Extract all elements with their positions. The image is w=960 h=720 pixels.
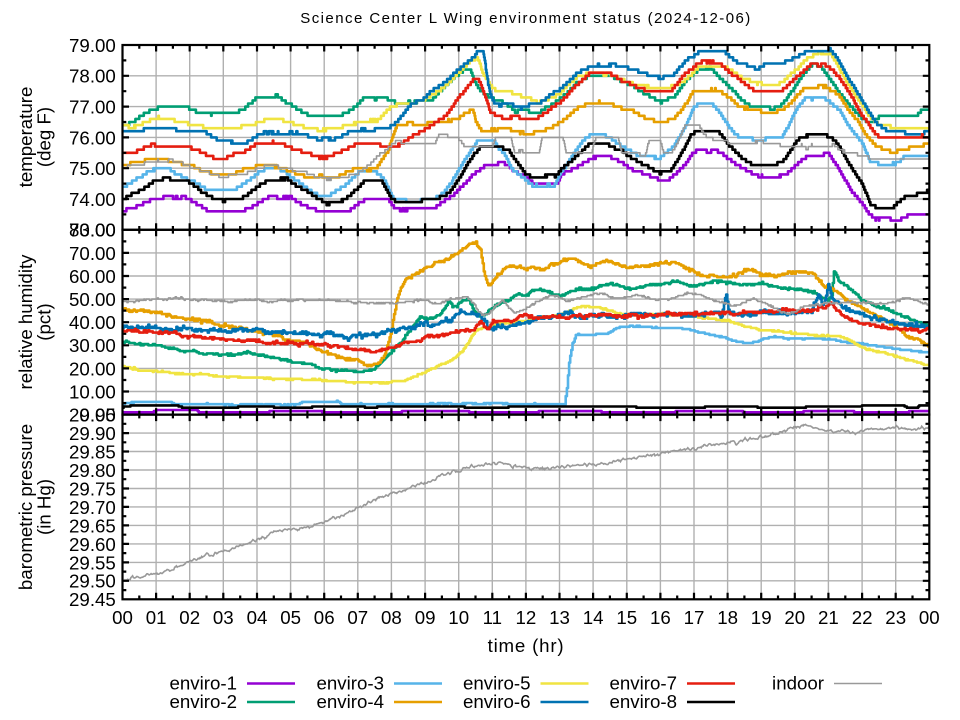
svg-text:29.70: 29.70 xyxy=(69,497,116,518)
svg-text:enviro-4: enviro-4 xyxy=(316,691,384,712)
svg-text:78.00: 78.00 xyxy=(69,66,116,87)
svg-text:12: 12 xyxy=(516,607,537,628)
svg-text:29.95: 29.95 xyxy=(69,405,116,426)
svg-text:29.75: 29.75 xyxy=(69,478,116,499)
svg-text:05: 05 xyxy=(280,607,301,628)
svg-text:74.00: 74.00 xyxy=(69,189,116,210)
svg-text:04: 04 xyxy=(247,607,268,628)
svg-text:enviro-6: enviro-6 xyxy=(463,691,531,712)
svg-text:indoor: indoor xyxy=(772,673,824,694)
svg-text:76.00: 76.00 xyxy=(69,127,116,148)
svg-text:temperature: temperature xyxy=(15,87,36,188)
svg-text:06: 06 xyxy=(314,607,335,628)
svg-text:79.00: 79.00 xyxy=(69,35,116,56)
svg-text:00: 00 xyxy=(919,607,940,628)
svg-text:enviro-8: enviro-8 xyxy=(609,691,677,712)
svg-text:29.45: 29.45 xyxy=(69,589,116,610)
svg-text:11: 11 xyxy=(483,607,502,628)
svg-text:77.00: 77.00 xyxy=(69,97,116,118)
svg-text:09: 09 xyxy=(415,607,436,628)
svg-text:50.00: 50.00 xyxy=(69,289,116,310)
svg-text:20: 20 xyxy=(784,607,805,628)
svg-text:enviro-7: enviro-7 xyxy=(609,673,677,694)
svg-text:08: 08 xyxy=(381,607,402,628)
svg-text:(in Hg): (in Hg) xyxy=(34,479,55,535)
svg-text:time (hr): time (hr) xyxy=(488,635,565,656)
svg-text:29.85: 29.85 xyxy=(69,441,116,462)
svg-text:0.00: 0.00 xyxy=(79,405,115,426)
svg-text:10: 10 xyxy=(448,607,469,628)
svg-text:enviro-1: enviro-1 xyxy=(169,673,237,694)
svg-text:enviro-2: enviro-2 xyxy=(169,691,237,712)
svg-text:16: 16 xyxy=(650,607,671,628)
svg-text:29.55: 29.55 xyxy=(69,552,116,573)
svg-text:barometric pressure: barometric pressure xyxy=(15,424,36,590)
svg-text:23: 23 xyxy=(885,607,906,628)
svg-text:19: 19 xyxy=(751,607,772,628)
svg-text:60.00: 60.00 xyxy=(69,266,116,287)
svg-text:13: 13 xyxy=(549,607,570,628)
svg-text:30.00: 30.00 xyxy=(69,335,116,356)
svg-text:80.00: 80.00 xyxy=(69,220,116,241)
svg-text:14: 14 xyxy=(583,607,604,628)
svg-text:17: 17 xyxy=(684,607,705,628)
svg-text:02: 02 xyxy=(179,607,200,628)
svg-text:00: 00 xyxy=(112,607,133,628)
svg-text:29.80: 29.80 xyxy=(69,460,116,481)
svg-text:(pct): (pct) xyxy=(34,303,55,340)
svg-text:73.00: 73.00 xyxy=(69,220,116,241)
svg-text:enviro-3: enviro-3 xyxy=(316,673,384,694)
svg-text:20.00: 20.00 xyxy=(69,358,116,379)
svg-text:01: 01 xyxy=(146,607,167,628)
svg-text:29.50: 29.50 xyxy=(69,571,116,592)
svg-text:21: 21 xyxy=(818,607,839,628)
svg-text:Science Center L Wing environm: Science Center L Wing environment status… xyxy=(300,10,751,27)
svg-text:enviro-5: enviro-5 xyxy=(463,673,531,694)
svg-text:40.00: 40.00 xyxy=(69,312,116,333)
svg-text:15: 15 xyxy=(616,607,637,628)
svg-text:relative humidity: relative humidity xyxy=(15,254,36,390)
svg-text:75.00: 75.00 xyxy=(69,158,116,179)
svg-text:29.60: 29.60 xyxy=(69,534,116,555)
svg-text:29.65: 29.65 xyxy=(69,515,116,536)
svg-text:29.90: 29.90 xyxy=(69,423,116,444)
svg-text:03: 03 xyxy=(213,607,234,628)
svg-text:22: 22 xyxy=(852,607,873,628)
svg-text:70.00: 70.00 xyxy=(69,243,116,264)
svg-text:07: 07 xyxy=(347,607,368,628)
svg-text:10.00: 10.00 xyxy=(69,381,116,402)
svg-text:18: 18 xyxy=(717,607,738,628)
svg-text:(deg F): (deg F) xyxy=(34,107,55,167)
